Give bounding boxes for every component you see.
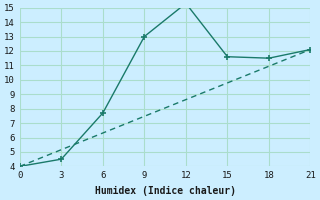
X-axis label: Humidex (Indice chaleur): Humidex (Indice chaleur) xyxy=(95,186,236,196)
